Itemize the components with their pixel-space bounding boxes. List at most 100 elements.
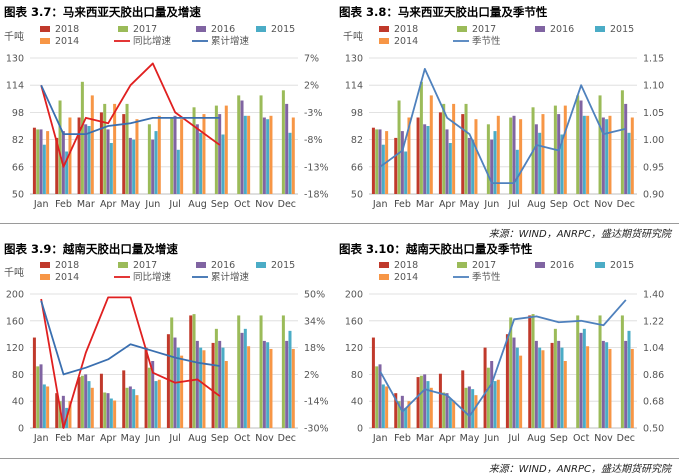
bar-2017-oct [576, 95, 580, 194]
y-tick-label: 66 [351, 162, 363, 173]
series-line-yoy [40, 296, 221, 429]
bar-2017-sep [214, 328, 218, 428]
bar-2016-nov [262, 117, 266, 194]
x-tick-label: Oct [234, 199, 251, 210]
bar-2014-aug [202, 350, 206, 428]
bar-2015-jan [42, 144, 46, 194]
y2-tick-label: -13% [304, 162, 329, 173]
bar-2016-feb [61, 395, 65, 428]
x-tick-label: Dec [278, 433, 296, 444]
y-tick-label: 120 [6, 343, 24, 354]
bar-2017-may [464, 387, 468, 428]
bar-2014-dec [291, 117, 295, 194]
bar-2016-jan [378, 364, 382, 428]
bar-2018-feb [55, 393, 59, 428]
bar-2016-jun [151, 139, 155, 194]
y-tick-label: 82 [12, 135, 24, 146]
y-tick-label: 98 [351, 108, 363, 119]
bar-2016-may [467, 137, 471, 194]
bar-2018-mar [416, 377, 420, 428]
x-tick-label: Jul [168, 199, 180, 210]
bar-2015-jun [493, 381, 497, 428]
legend-swatch-2015 [595, 262, 605, 268]
legend-swatch-2016 [535, 26, 545, 32]
bar-2014-jun [157, 115, 161, 194]
legend-label-2018: 2018 [394, 24, 418, 35]
legend-label-2014: 2014 [394, 36, 418, 47]
bar-2016-jun [490, 139, 494, 194]
bar-2017-jan [375, 366, 379, 428]
bar-2015-nov [605, 119, 609, 194]
bar-2014-jul [519, 355, 523, 428]
x-tick-label: Mar [416, 433, 434, 444]
x-tick-label: Dec [617, 199, 635, 210]
bar-2014-dec [291, 348, 295, 428]
bar-2016-mar [423, 374, 427, 428]
legend-swatch-2016 [196, 262, 206, 268]
y2-tick-label: -8% [304, 135, 323, 146]
bar-2014-jul [180, 119, 184, 194]
series-line-yoy [40, 62, 221, 168]
x-tick-label: May [121, 199, 141, 210]
bar-2015-jul [515, 149, 519, 194]
divider-top [0, 223, 679, 224]
x-tick-label: Mar [77, 433, 95, 444]
y-tick-label: 130 [345, 54, 363, 65]
legend-swatch-2017 [118, 262, 128, 268]
x-tick-label: Aug [188, 433, 207, 444]
y2-tick-label: 0.90 [643, 190, 664, 201]
y2-tick-label: 1.40 [643, 290, 664, 301]
bar-2016-jan [39, 129, 43, 194]
y-tick-label: 80 [12, 370, 24, 381]
bar-2015-jun [154, 381, 158, 428]
bar-2014-jan [385, 386, 389, 428]
y-tick-label: 50 [351, 190, 363, 201]
y2-tick-label: 34% [304, 316, 325, 327]
legend-label-2015: 2015 [610, 24, 634, 35]
bar-2018-sep [211, 342, 215, 428]
bar-2015-oct [582, 115, 586, 194]
bar-2017-feb [58, 401, 62, 428]
bar-2016-dec [285, 340, 289, 428]
bar-2017-apr [103, 392, 107, 428]
bar-2017-feb [397, 100, 401, 194]
bar-2017-jun [486, 367, 490, 428]
bar-2016-aug [195, 124, 199, 194]
x-tick-label: Nov [594, 199, 613, 210]
bar-2015-aug [538, 132, 542, 194]
x-tick-label: Jun [483, 433, 499, 444]
bar-2016-dec [624, 340, 628, 428]
legend-label-2015: 2015 [610, 260, 634, 271]
bar-2014-oct [247, 346, 251, 428]
bar-2017-aug [192, 107, 196, 194]
bar-2015-mar [426, 126, 430, 194]
y-tick-label: 200 [6, 290, 24, 301]
x-tick-label: Jul [507, 199, 519, 210]
bar-2017-dec [620, 315, 624, 428]
bar-2016-mar [84, 374, 88, 428]
bar-2015-jan [42, 384, 46, 428]
bar-2016-feb [400, 131, 404, 194]
x-tick-label: Jan [372, 199, 388, 210]
x-tick-label: Jan [33, 433, 49, 444]
bar-2018-jan [32, 337, 36, 428]
chart-3-10: 2018 2017 2016 2015 2014 季节性 0 40 80 120 160 200 1.4… [345, 260, 664, 444]
x-tick-label: Feb [394, 433, 411, 444]
source-note-bottom: 来源：WIND，ANRPC，盛达期货研究院 [488, 464, 671, 475]
legend-swatch-2018 [40, 26, 50, 32]
y2-tick-label: 2% [304, 370, 319, 381]
y2-tick-label: 1.22 [643, 316, 664, 327]
x-tick-label: Jun [144, 199, 160, 210]
bar-2016-may [467, 386, 471, 428]
legend-label-yoy: 同比增速 [133, 35, 172, 47]
bar-2018-jun [144, 347, 148, 428]
bar-2016-aug [534, 124, 538, 194]
bar-2015-apr [448, 143, 452, 194]
bar-2014-jan [46, 386, 50, 428]
bar-2017-jul [509, 117, 513, 194]
bar-2017-nov [259, 95, 263, 194]
legend-swatch-2018 [379, 26, 389, 32]
bar-2016-mar [84, 124, 88, 194]
bar-2015-nov [266, 342, 270, 428]
y-tick-label: 160 [345, 316, 363, 327]
